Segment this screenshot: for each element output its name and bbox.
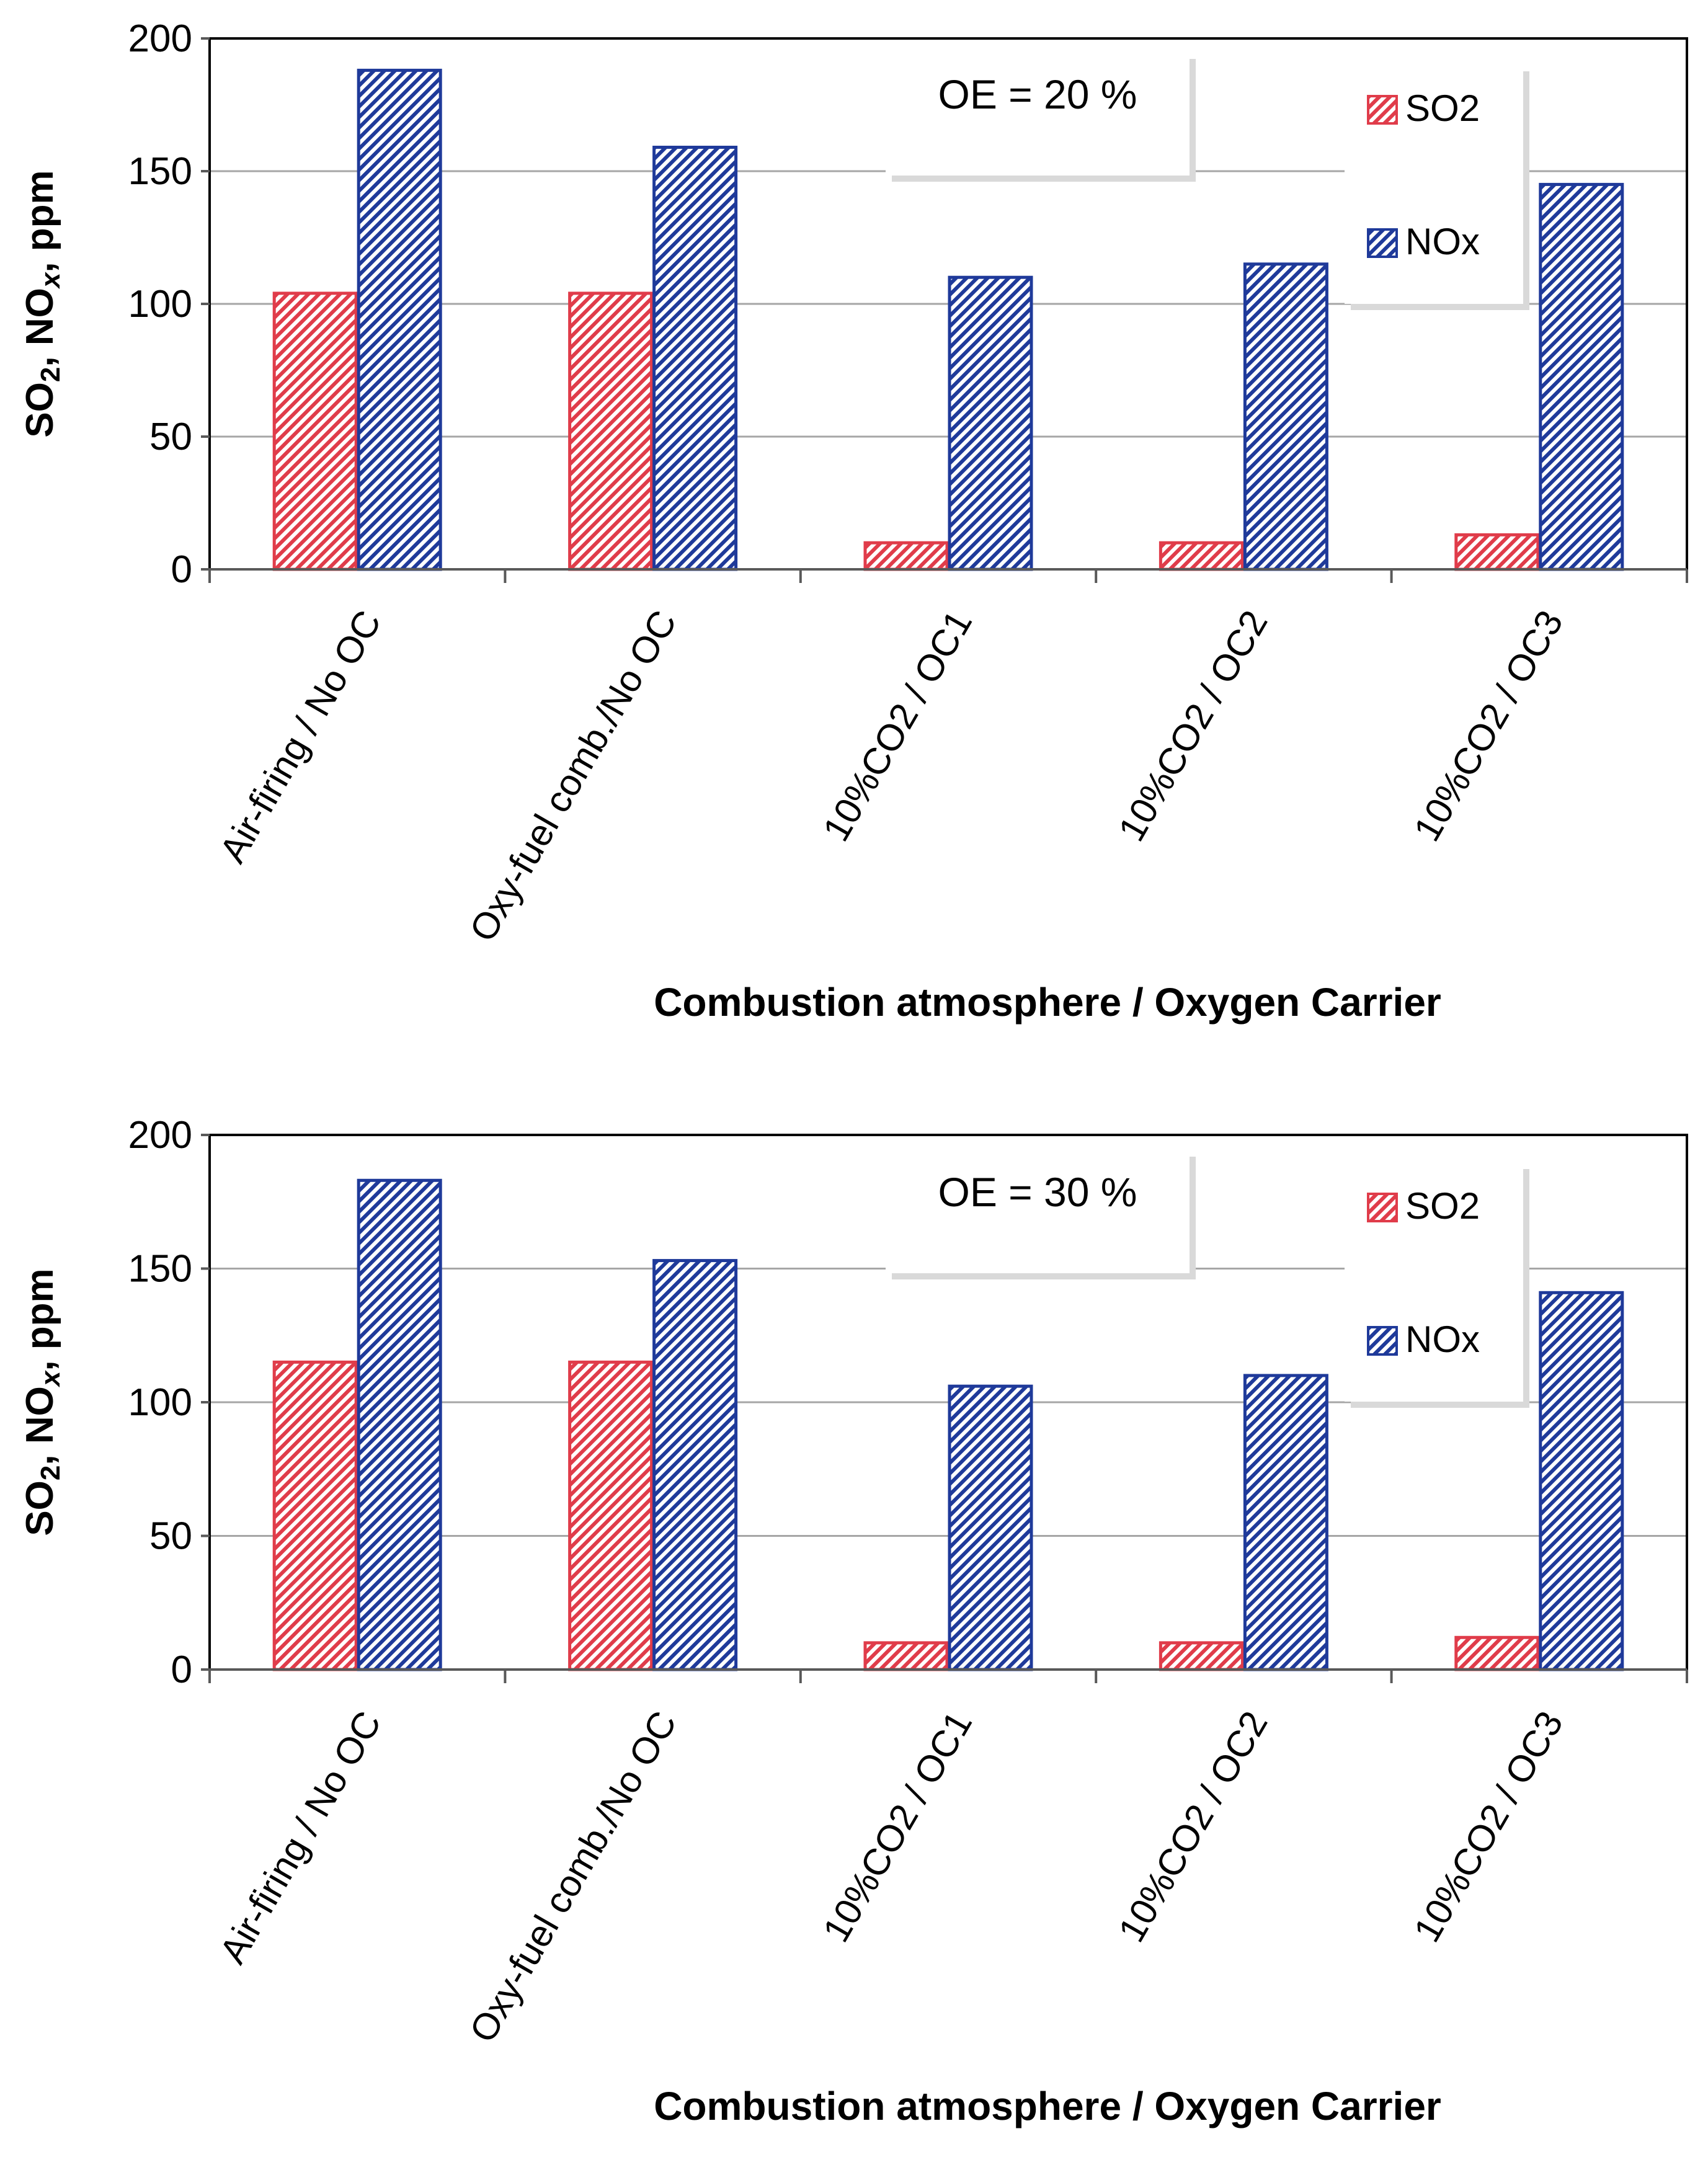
bar-nox-3 (948, 275, 1033, 571)
x-category-label: Oxy-fuel comb./No OC (461, 603, 685, 948)
x-category-label: 10%CO2 / OC3 (1406, 603, 1571, 848)
y-axis-title-pre: SO (19, 1480, 61, 1536)
bar-so2-1 (272, 291, 358, 571)
x-axis-title: Combustion atmosphere / Oxygen Carrier (654, 2084, 1441, 2128)
x-category-label: 10%CO2 / OC1 (815, 1704, 980, 1949)
y-tick-label: 150 (128, 150, 192, 193)
annotation-box (886, 1150, 1190, 1273)
y-tick-label: 100 (128, 1381, 192, 1424)
y-axis-title-post: , ppm (19, 170, 61, 272)
bar-nox-2 (652, 1259, 738, 1671)
y-tick-label: 200 (128, 17, 192, 60)
x-category-label: 10%CO2 / OC2 (1110, 1704, 1275, 1949)
legend-swatch-nox (1367, 228, 1398, 258)
y-axis-title-post: , ppm (19, 1268, 61, 1371)
annotation-text: OE = 20 % (938, 71, 1137, 117)
bar-so2-5 (1454, 533, 1540, 571)
y-axis-title-sub2: x (35, 272, 66, 289)
x-category-label: 10%CO2 / OC2 (1110, 603, 1275, 848)
bar-nox-3 (948, 1384, 1033, 1671)
legend-swatch-so2 (1367, 1193, 1398, 1222)
y-tick-label: 50 (149, 1515, 192, 1558)
bar-so2-4 (1159, 1641, 1244, 1671)
chart-panel-1: 0 50 100 150 200 Air-firing / No OC Oxy-fuel c… (19, 17, 1688, 1025)
x-category-label: Air-firing / No OC (211, 603, 389, 869)
y-tick-label: 150 (128, 1248, 192, 1291)
legend-swatch-nox (1367, 1326, 1398, 1356)
bar-so2-3 (863, 1641, 949, 1671)
bar-nox-1 (357, 68, 442, 571)
y-tick-label: 0 (171, 1648, 192, 1691)
x-category-label: Oxy-fuel comb./No OC (461, 1704, 685, 2049)
y-tick-label: 50 (149, 416, 192, 458)
x-axis-title: Combustion atmosphere / Oxygen Carrier (654, 980, 1441, 1025)
chart-panel-2: 0 50 100 150 200 Air-firing / No OC Oxy-fuel c… (19, 1114, 1688, 2128)
y-tick-label: 100 (128, 283, 192, 326)
x-category-label: 10%CO2 / OC3 (1406, 1704, 1571, 1949)
bar-nox-1 (357, 1178, 442, 1671)
legend-label-nox: NOx (1405, 221, 1480, 262)
bar-nox-2 (652, 145, 738, 571)
x-category-label: Air-firing / No OC (211, 1704, 389, 1970)
annotation-text: OE = 30 % (938, 1169, 1137, 1215)
x-category-label: 10%CO2 / OC1 (815, 603, 980, 848)
y-axis-title-mid: , NO (19, 1386, 61, 1465)
y-axis-title: SO2, NOx, ppm (19, 1268, 66, 1536)
y-tick-label: 200 (128, 1114, 192, 1157)
legend-label-so2: SO2 (1405, 1185, 1480, 1227)
bar-so2-1 (272, 1360, 358, 1671)
bar-nox-5 (1539, 182, 1624, 571)
bar-so2-4 (1159, 541, 1244, 571)
bar-nox-4 (1243, 1374, 1328, 1671)
y-axis-title-sub1: 2 (35, 1465, 66, 1480)
y-axis-title-mid: , NO (19, 288, 61, 367)
bar-so2-2 (568, 1360, 654, 1671)
bar-so2-3 (863, 541, 949, 571)
bar-so2-2 (568, 291, 654, 571)
y-axis-title-sub2: x (35, 1370, 66, 1387)
y-axis-title-sub1: 2 (35, 367, 66, 382)
bar-so2-5 (1454, 1635, 1540, 1671)
legend-swatch-so2 (1367, 95, 1398, 125)
bar-nox-4 (1243, 262, 1328, 571)
legend-label-so2: SO2 (1405, 87, 1480, 129)
y-tick-label: 0 (171, 548, 192, 591)
y-axis-title-pre: SO (19, 382, 61, 438)
bar-nox-5 (1539, 1291, 1624, 1671)
annotation-box (886, 53, 1190, 176)
y-axis-title: SO2, NOx, ppm (19, 170, 66, 437)
legend-label-nox: NOx (1405, 1319, 1480, 1360)
